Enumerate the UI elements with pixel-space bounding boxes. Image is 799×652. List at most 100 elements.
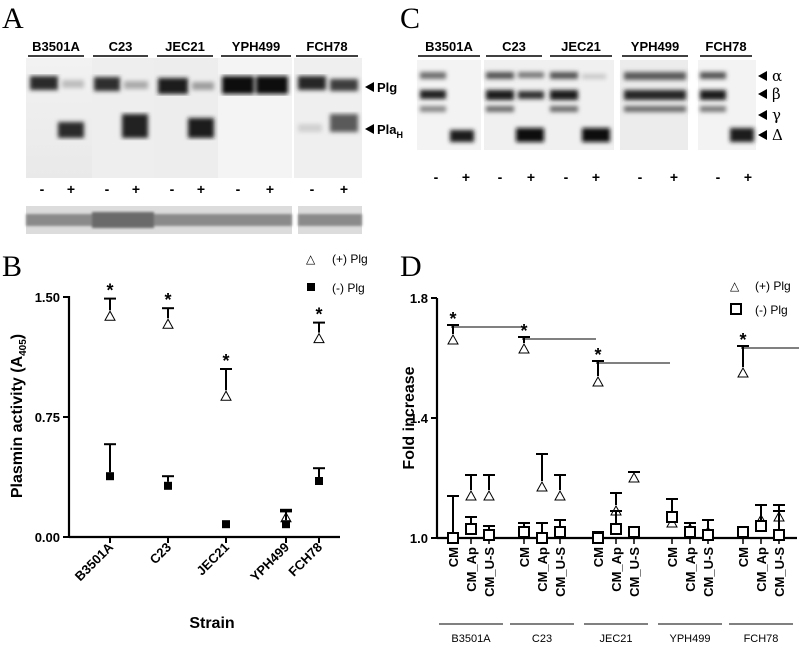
legend-d-minus-symbol <box>730 303 742 315</box>
band-arrow <box>758 89 767 99</box>
panel-b: B 0.00 0.75 1.50 B3501A C23 JEC21 YPH499FCH78… <box>2 250 368 632</box>
strain-header-b3501a: B3501A <box>425 39 473 54</box>
panel-d-y-ticks: 1.0 1.4 1.8 <box>410 291 437 546</box>
point-minus-plg <box>702 529 714 541</box>
lane-minus: - <box>498 169 503 185</box>
panel-c-letter: C <box>400 2 420 35</box>
panel-c: C B3501A C23 JEC21 YPH499 FCH78 <box>400 2 783 185</box>
point-minus-plg <box>592 532 604 544</box>
lane-minus: - <box>236 181 241 197</box>
panel-a-strain-headers: B3501A C23 JEC21 YPH499 FCH78 <box>28 39 358 57</box>
x-tick-label: CM_Ap <box>464 547 479 592</box>
x-tick-label: CM_Ap <box>683 547 698 592</box>
panel-a-lane-labels: - + - + - + - + - + <box>40 181 348 197</box>
band-label-3: Δ <box>772 126 783 144</box>
x-tick-label: CM <box>517 547 532 567</box>
significance-star: * <box>106 281 113 301</box>
lane-minus: - <box>716 169 721 185</box>
group-label-b3501a: B3501A <box>451 633 491 645</box>
point-minus-plg <box>447 532 459 544</box>
significance-star: * <box>520 321 527 341</box>
legend-b-minus-text: (-) Plg <box>332 281 365 295</box>
point-plus-plg-b3501a <box>104 310 116 321</box>
x-tick-label: CM_U-S <box>772 547 787 597</box>
y-tick-label: 1.0 <box>410 531 428 546</box>
panel-b-x-axis-title: Strain <box>189 615 234 632</box>
group-label-jec21: JEC21 <box>599 633 632 645</box>
x-tick-label: CM_Ap <box>609 547 624 592</box>
lane-minus: - <box>564 169 569 185</box>
point-plus-plg <box>554 489 566 501</box>
lane-minus: - <box>105 181 110 197</box>
point-minus-plg <box>483 529 495 541</box>
point-minus-plg <box>684 526 696 538</box>
lane-plus: + <box>67 181 75 197</box>
panel-b-y-axis-title: Plasmin activity (A405) <box>9 334 29 498</box>
panel-c-lane-labels: - + - + - + - + - + <box>434 169 752 185</box>
point-minus-plg <box>666 511 678 523</box>
point-minus-plg-jec21 <box>222 520 230 529</box>
strain-header-fch78: FCH78 <box>306 39 347 54</box>
panel-c-strain-headers: B3501A C23 JEC21 YPH499 FCH78 <box>418 39 752 57</box>
x-tick-label: CM <box>591 547 606 567</box>
point-plus-plg <box>465 489 477 501</box>
group-label-c23: C23 <box>532 633 552 645</box>
point-plus-plg <box>628 471 640 483</box>
strain-header-fch78: FCH78 <box>705 39 746 54</box>
band-label-0: α <box>772 67 782 85</box>
legend-d-plus-symbol: △ <box>730 279 740 293</box>
point-plus-plg-jec21 <box>220 390 232 401</box>
panel-b-legend: △ (+) Plg (-) Plg <box>306 252 368 295</box>
point-minus-plg <box>554 526 566 538</box>
point-minus-plg <box>773 529 785 541</box>
x-tick-label: CM <box>446 547 461 567</box>
y-tick-label: 0.00 <box>35 530 60 545</box>
y-tick-label: 0.75 <box>35 410 60 425</box>
y-tick-label: 1.50 <box>35 290 60 305</box>
panel-d-legend: △ (+) Plg (-) Plg <box>730 279 791 317</box>
point-minus-plg-c23 <box>164 481 172 490</box>
point-minus-plg <box>737 526 749 538</box>
lane-minus: - <box>40 181 45 197</box>
panel-d-data-marks: * * * * <box>447 309 799 544</box>
x-tick-label: CM_U-S <box>627 547 642 597</box>
y-tick-label: 1.8 <box>410 291 428 306</box>
band-arrow <box>758 110 767 120</box>
point-plus-plg-c23 <box>162 318 174 329</box>
legend-b-minus-symbol <box>307 283 315 291</box>
legend-d-plus-text: (+) Plg <box>755 279 791 293</box>
lane-minus: - <box>310 181 315 197</box>
c-bands <box>420 72 754 142</box>
point-minus-plg-fch78 <box>315 477 323 485</box>
point-minus-plg-yph499 <box>282 520 290 529</box>
point-plus-plg <box>483 489 495 501</box>
panel-d: D 1.01.41.8 CM CM_Ap CM_U-S CM CM_Ap CM_U-S CM… <box>400 250 799 645</box>
panel-d-x-ticks: CM CM_Ap CM_U-S CM CM_Ap CM_U-S CM CM_Ap CM_U-S C… <box>446 538 787 597</box>
group-label-fch78: FCH78 <box>744 633 779 645</box>
lane-plus: + <box>266 181 274 197</box>
point-minus-plg-b3501a <box>106 472 114 481</box>
strain-header-jec21: JEC21 <box>561 39 601 54</box>
panel-a-letter: A <box>2 2 24 35</box>
strain-header-yph499: YPH499 <box>232 39 280 54</box>
band-label-1: β <box>772 85 781 103</box>
y-tick-label: 1.4 <box>410 411 429 426</box>
panel-b-data-marks: * * * * <box>104 281 325 529</box>
band-label-2: γ <box>772 106 781 124</box>
x-tick-label: FCH78 <box>285 540 325 580</box>
point-plus-plg <box>737 366 749 378</box>
lane-minus: - <box>170 181 175 197</box>
lane-minus: - <box>638 169 643 185</box>
x-tick-label: CM_Ap <box>754 547 769 592</box>
plah-bands <box>58 114 358 138</box>
plg-label: Plg <box>377 80 397 95</box>
legend-b-plus-symbol: △ <box>306 252 316 266</box>
significance-star: * <box>449 309 456 329</box>
x-tick-label: JEC21 <box>193 540 232 579</box>
loading-control-bands <box>26 212 362 228</box>
lane-plus: + <box>744 169 752 185</box>
legend-d-minus-text: (-) Plg <box>755 303 788 317</box>
point-minus-plg <box>628 526 640 538</box>
panel-a: A B3501A C23 JEC21 YPH499 FCH78 <box>2 2 403 234</box>
